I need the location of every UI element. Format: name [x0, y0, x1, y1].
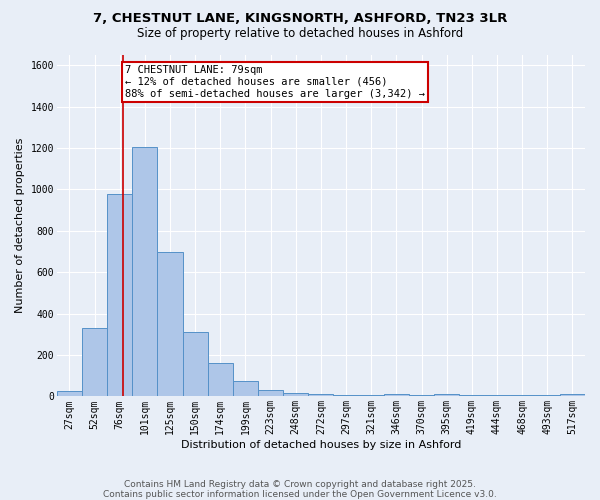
- Bar: [182, 332, 208, 396]
- Bar: [107, 194, 132, 396]
- Bar: [132, 147, 157, 396]
- Bar: [283, 394, 308, 396]
- Text: 7, CHESTNUT LANE, KINGSNORTH, ASHFORD, TN23 3LR: 7, CHESTNUT LANE, KINGSNORTH, ASHFORD, T…: [93, 12, 507, 26]
- Bar: [258, 390, 283, 396]
- Text: 7 CHESTNUT LANE: 79sqm
← 12% of detached houses are smaller (456)
88% of semi-de: 7 CHESTNUT LANE: 79sqm ← 12% of detached…: [125, 66, 425, 98]
- Bar: [560, 394, 585, 396]
- Bar: [384, 394, 409, 396]
- X-axis label: Distribution of detached houses by size in Ashford: Distribution of detached houses by size …: [181, 440, 461, 450]
- Bar: [334, 395, 359, 396]
- Text: Contains public sector information licensed under the Open Government Licence v3: Contains public sector information licen…: [103, 490, 497, 499]
- Bar: [308, 394, 334, 396]
- Text: Contains HM Land Registry data © Crown copyright and database right 2025.: Contains HM Land Registry data © Crown c…: [124, 480, 476, 489]
- Bar: [233, 381, 258, 396]
- Bar: [434, 394, 459, 396]
- Bar: [82, 328, 107, 396]
- Bar: [157, 252, 182, 396]
- Text: Size of property relative to detached houses in Ashford: Size of property relative to detached ho…: [137, 28, 463, 40]
- Bar: [57, 391, 82, 396]
- Bar: [208, 364, 233, 396]
- Y-axis label: Number of detached properties: Number of detached properties: [15, 138, 25, 314]
